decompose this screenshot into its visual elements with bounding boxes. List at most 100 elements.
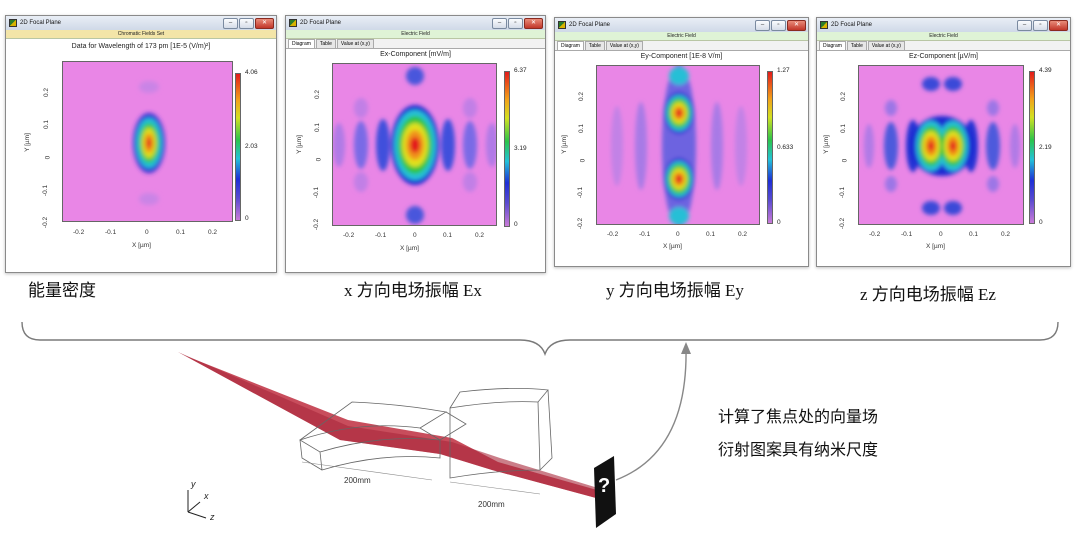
plot-area: Data for Wavelength of 173 pm [1E-5 (V/m…: [6, 39, 276, 272]
tab-value-at-xy[interactable]: Value at (x,y): [605, 41, 643, 50]
heatmap: [858, 65, 1024, 225]
colorbar-min: 0: [245, 215, 249, 222]
window-energy-density[interactable]: 2D Focal Plane – ▫ ✕ Chromatic Fields Se…: [5, 15, 277, 273]
plot-title: Ex-Component [mV/m]: [380, 51, 451, 58]
minimize-icon[interactable]: –: [755, 20, 770, 31]
tab-table[interactable]: Table: [584, 41, 605, 50]
window-ez-component[interactable]: 2D Focal Plane – ▫ ✕ Electric Field Diag…: [816, 17, 1071, 267]
window-ex-component[interactable]: 2D Focal Plane – ▫ ✕ Electric Field Diag…: [285, 15, 546, 273]
heatmap-graphic: [864, 77, 1020, 215]
colorbar-max: 4.06: [245, 69, 258, 76]
close-icon[interactable]: ✕: [255, 18, 274, 29]
curved-arrow: [615, 347, 687, 481]
close-icon[interactable]: ✕: [524, 18, 543, 29]
window-titlebar[interactable]: 2D Focal Plane – ▫ ✕: [6, 16, 276, 30]
colorbar: [504, 71, 510, 227]
colorbar-mid: 0.633: [777, 144, 794, 151]
arrow-head-icon: [681, 342, 691, 354]
window-titlebar[interactable]: 2D Focal Plane – ▫ ✕: [555, 18, 808, 32]
x-tick: 0: [939, 231, 943, 238]
colorbar-mid: 3.19: [514, 145, 527, 152]
app-icon: [820, 21, 828, 29]
window-subtitle: Electric Field: [555, 32, 808, 41]
cylindrical-lens-1: [299, 401, 467, 471]
window-titlebar[interactable]: 2D Focal Plane – ▫ ✕: [286, 16, 545, 30]
heatmap: [332, 63, 497, 226]
tab-bar: Diagram Table Value at (x,y): [555, 41, 808, 51]
note-line-1: 计算了焦点处的向量场: [718, 409, 879, 426]
note-line-2: 衍射图案具有纳米尺度: [718, 442, 879, 459]
colorbar: [235, 73, 241, 221]
caption-ey: y 方向电场振幅 Ey: [606, 281, 744, 300]
plot-title: Data for Wavelength of 173 pm [1E-5 (V/m…: [71, 43, 211, 50]
minimize-icon[interactable]: –: [492, 18, 507, 29]
maximize-icon[interactable]: ▫: [771, 20, 786, 31]
caption-ex: x 方向电场振幅 Ex: [344, 281, 482, 300]
dimension-label-1: 200mm: [344, 476, 371, 485]
tab-bar: Diagram Table Value at (x,y): [286, 39, 545, 49]
plot-area: Ex-Component [mV/m]: [286, 49, 545, 272]
colorbar-max: 6.37: [514, 67, 527, 74]
detector-screen: [594, 456, 616, 528]
colorbar: [767, 71, 773, 224]
dimension-line-2: [449, 481, 541, 495]
caption-energy-density: 能量密度: [28, 281, 96, 300]
x-tick: 0: [413, 232, 417, 239]
cylindrical-lens-2: [449, 388, 553, 479]
x-tick: -0.2: [869, 231, 881, 238]
tab-diagram[interactable]: Diagram: [288, 39, 315, 48]
x-axis-label: X [µm]: [663, 243, 682, 250]
coordinate-axes: [187, 490, 207, 519]
x-tick: 0.1: [706, 231, 716, 238]
maximize-icon[interactable]: ▫: [1033, 20, 1048, 31]
heatmap-graphic: [333, 67, 496, 224]
x-tick: 0.1: [969, 231, 979, 238]
x-axis-label: X [µm]: [926, 243, 945, 250]
heatmap: [62, 61, 233, 222]
window-title: 2D Focal Plane: [569, 22, 611, 28]
heatmap-graphic: [611, 66, 747, 224]
maximize-icon[interactable]: ▫: [239, 18, 254, 29]
dimension-label-2: 200mm: [478, 500, 505, 509]
close-icon[interactable]: ✕: [787, 20, 806, 31]
tab-table[interactable]: Table: [846, 41, 867, 50]
minimize-icon[interactable]: –: [223, 18, 238, 29]
axis-label-z: z: [210, 512, 215, 522]
colorbar: [1029, 71, 1035, 224]
laser-beam-shade: [178, 352, 598, 498]
close-icon[interactable]: ✕: [1049, 20, 1068, 31]
dimension-line-1: [301, 461, 433, 481]
app-icon: [558, 21, 566, 29]
window-titlebar[interactable]: 2D Focal Plane – ▫ ✕: [817, 18, 1070, 32]
x-tick: -0.1: [639, 231, 651, 238]
heatmap-graphic: [133, 81, 165, 205]
app-icon: [9, 19, 17, 27]
axis-label-x: x: [204, 491, 209, 501]
tab-bar: Diagram Table Value at (x,y): [817, 41, 1070, 51]
axis-label-y: y: [191, 479, 196, 489]
tab-diagram[interactable]: Diagram: [819, 41, 846, 50]
x-tick: 0.1: [176, 229, 186, 236]
x-tick: 0: [145, 229, 149, 236]
x-tick: -0.1: [105, 229, 117, 236]
tab-table[interactable]: Table: [315, 39, 336, 48]
caption-ez: z 方向电场振幅 Ez: [860, 285, 996, 304]
tab-value-at-xy[interactable]: Value at (x,y): [867, 41, 905, 50]
colorbar-mid: 2.19: [1039, 144, 1052, 151]
window-title: 2D Focal Plane: [20, 20, 62, 26]
plot-area: Ey-Component [1E-8 V/m]: [555, 51, 808, 266]
plot-title: Ez-Component [µV/m]: [908, 53, 978, 60]
tab-value-at-xy[interactable]: Value at (x,y): [336, 39, 374, 48]
x-tick: 0: [676, 231, 680, 238]
x-axis-label: X [µm]: [400, 245, 419, 252]
window-subtitle: Chromatic Fields Set: [6, 30, 276, 39]
x-tick: 0.2: [208, 229, 218, 236]
minimize-icon[interactable]: –: [1017, 20, 1032, 31]
curly-brace: [21, 321, 1059, 357]
maximize-icon[interactable]: ▫: [508, 18, 523, 29]
x-tick: -0.2: [607, 231, 619, 238]
tab-diagram[interactable]: Diagram: [557, 41, 584, 50]
window-ey-component[interactable]: 2D Focal Plane – ▫ ✕ Electric Field Diag…: [554, 17, 809, 267]
window-subtitle: Electric Field: [817, 32, 1070, 41]
